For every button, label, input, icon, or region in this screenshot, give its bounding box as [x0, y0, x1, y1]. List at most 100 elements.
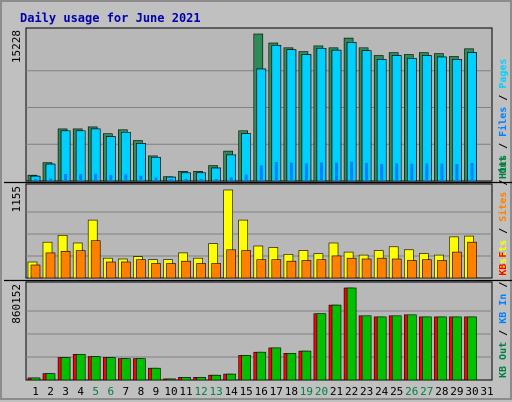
legend-entry: / — [498, 282, 509, 294]
bar-traffic-kb-out-day-3 — [60, 357, 71, 381]
bar-visitors-sites-day-9 — [151, 263, 161, 279]
x-tick-day-5: 5 — [92, 385, 99, 398]
bar-requests-pages-day-27 — [421, 55, 432, 182]
files-marker-day-11 — [184, 179, 188, 181]
x-tick-day-19: 19 — [300, 385, 313, 398]
x-tick-day-22: 22 — [345, 385, 358, 398]
legend-entry: Pages — [498, 59, 509, 95]
bar-visitors-sites-day-27 — [421, 259, 432, 279]
panel-visitors: 1155 Visits / Sites / Out — [10, 156, 509, 279]
x-tick-day-29: 29 — [450, 385, 463, 398]
bar-visitors-sites-day-6 — [106, 261, 116, 279]
bar-visitors-sites-day-28 — [437, 260, 447, 279]
files-marker-day-29 — [455, 164, 459, 181]
x-tick-day-28: 28 — [435, 385, 448, 398]
files-marker-day-9 — [154, 177, 158, 181]
bar-traffic-kb-out-day-24 — [376, 316, 387, 381]
x-tick-day-24: 24 — [375, 385, 389, 398]
bar-visitors-sites-day-25 — [391, 258, 402, 279]
files-marker-day-15 — [244, 174, 248, 181]
x-tick-day-20: 20 — [315, 385, 328, 398]
files-marker-day-24 — [380, 164, 384, 181]
x-tick-day-4: 4 — [77, 385, 84, 398]
bar-visitors-sites-day-30 — [467, 241, 477, 279]
legend-entry: Files — [497, 107, 509, 143]
legend-entry: / — [498, 330, 509, 342]
bar-requests-pages-day-23 — [361, 50, 372, 182]
bar-traffic-kb-out-day-10 — [166, 378, 176, 381]
files-marker-day-21 — [335, 162, 338, 181]
bar-visitors-sites-day-8 — [136, 259, 146, 279]
files-marker-day-6 — [109, 174, 113, 181]
bar-requests-pages-day-20 — [316, 47, 327, 182]
files-marker-day-16 — [259, 165, 263, 181]
panel-legend: Hits / Files / Pages — [497, 59, 509, 179]
bar-visitors-sites-day-5 — [90, 240, 101, 279]
x-axis-day-labels: 1 2 3 4 5 6 7 8 9 10 11 12 13 14 15 16 17 18 19 20 21 22 23 24 2… — [32, 385, 493, 398]
files-marker-day-23 — [365, 162, 369, 181]
bar-traffic-kb-out-day-28 — [437, 316, 447, 381]
x-tick-day-16: 16 — [255, 385, 268, 398]
bar-traffic-kb-out-day-8 — [136, 358, 146, 381]
files-marker-day-26 — [410, 163, 414, 181]
x-tick-day-25: 25 — [390, 385, 403, 398]
legend-entry: / — [498, 143, 509, 155]
files-marker-day-20 — [319, 162, 323, 181]
x-tick-day-27: 27 — [420, 385, 433, 398]
x-tick-day-10: 10 — [164, 385, 177, 398]
bar-traffic-kb-out-day-2 — [45, 373, 56, 381]
bar-traffic-kb-out-day-17 — [271, 347, 282, 381]
x-tick-day-12: 12 — [194, 385, 207, 398]
bar-traffic-kb-out-day-6 — [106, 357, 116, 381]
files-marker-day-25 — [395, 163, 399, 181]
x-tick-day-3: 3 — [62, 385, 69, 398]
bar-traffic-kb-out-day-7 — [121, 358, 131, 381]
files-marker-day-2 — [49, 178, 52, 181]
bar-visitors-sites-day-4 — [75, 250, 86, 279]
bar-visitors-sites-day-1 — [30, 264, 41, 279]
legend-entry: KB F — [498, 252, 509, 282]
bar-traffic-kb-out-day-12 — [196, 376, 206, 381]
bar-traffic-kb-out-day-13 — [211, 374, 221, 381]
bar-requests-pages-day-26 — [406, 58, 417, 182]
x-tick-day-1: 1 — [32, 385, 39, 398]
legend-entry: Sites — [497, 192, 509, 228]
bar-requests-pages-day-14 — [226, 154, 236, 182]
bar-visitors-sites-day-22 — [346, 257, 357, 279]
y-max-label: 1155 — [10, 186, 23, 213]
bar-traffic-kb-out-day-15 — [241, 355, 251, 381]
bar-requests-pages-day-5 — [90, 128, 101, 182]
bar-traffic-kb-out-day-4 — [75, 353, 86, 381]
x-tick-day-31: 31 — [480, 385, 493, 398]
files-marker-day-19 — [304, 163, 308, 181]
bar-requests-pages-day-3 — [60, 130, 71, 182]
bar-traffic-kb-out-day-29 — [452, 316, 462, 381]
bar-visitors-sites-day-29 — [452, 251, 462, 279]
bar-visitors-sites-day-13 — [211, 263, 221, 279]
bar-requests-pages-day-16 — [256, 68, 267, 182]
bar-visitors-sites-day-14 — [226, 249, 236, 279]
bar-visitors-sites-day-16 — [256, 259, 267, 279]
bar-requests-pages-day-30 — [467, 52, 477, 182]
panel-traffic: 860152 KB Out / KB In / KB F — [10, 252, 509, 381]
x-tick-day-15: 15 — [240, 385, 253, 398]
files-marker-day-10 — [169, 179, 173, 181]
legend-entry: Out — [498, 156, 509, 180]
bar-visitors-sites-day-10 — [166, 263, 176, 279]
x-tick-day-11: 11 — [179, 385, 192, 398]
bar-requests-pages-day-15 — [241, 133, 251, 182]
bar-requests-pages-day-25 — [391, 55, 402, 182]
chart-title: Daily usage for June 2021 — [20, 11, 201, 25]
bar-requests-pages-day-28 — [437, 56, 447, 182]
panel-legend: Visits / Sites / Out — [497, 156, 509, 276]
bar-requests-pages-day-9 — [151, 157, 161, 182]
panel-requests: 15228 Hits / Files / Pages — [10, 27, 509, 182]
bar-requests-pages-day-18 — [286, 49, 297, 182]
x-tick-day-18: 18 — [285, 385, 298, 398]
bar-traffic-kb-out-day-22 — [346, 287, 357, 381]
bar-visitors-sites-day-7 — [121, 261, 131, 279]
bar-traffic-kb-out-day-21 — [331, 304, 342, 381]
bar-traffic-kb-out-day-18 — [286, 352, 297, 381]
bar-traffic-kb-out-day-19 — [301, 350, 312, 381]
